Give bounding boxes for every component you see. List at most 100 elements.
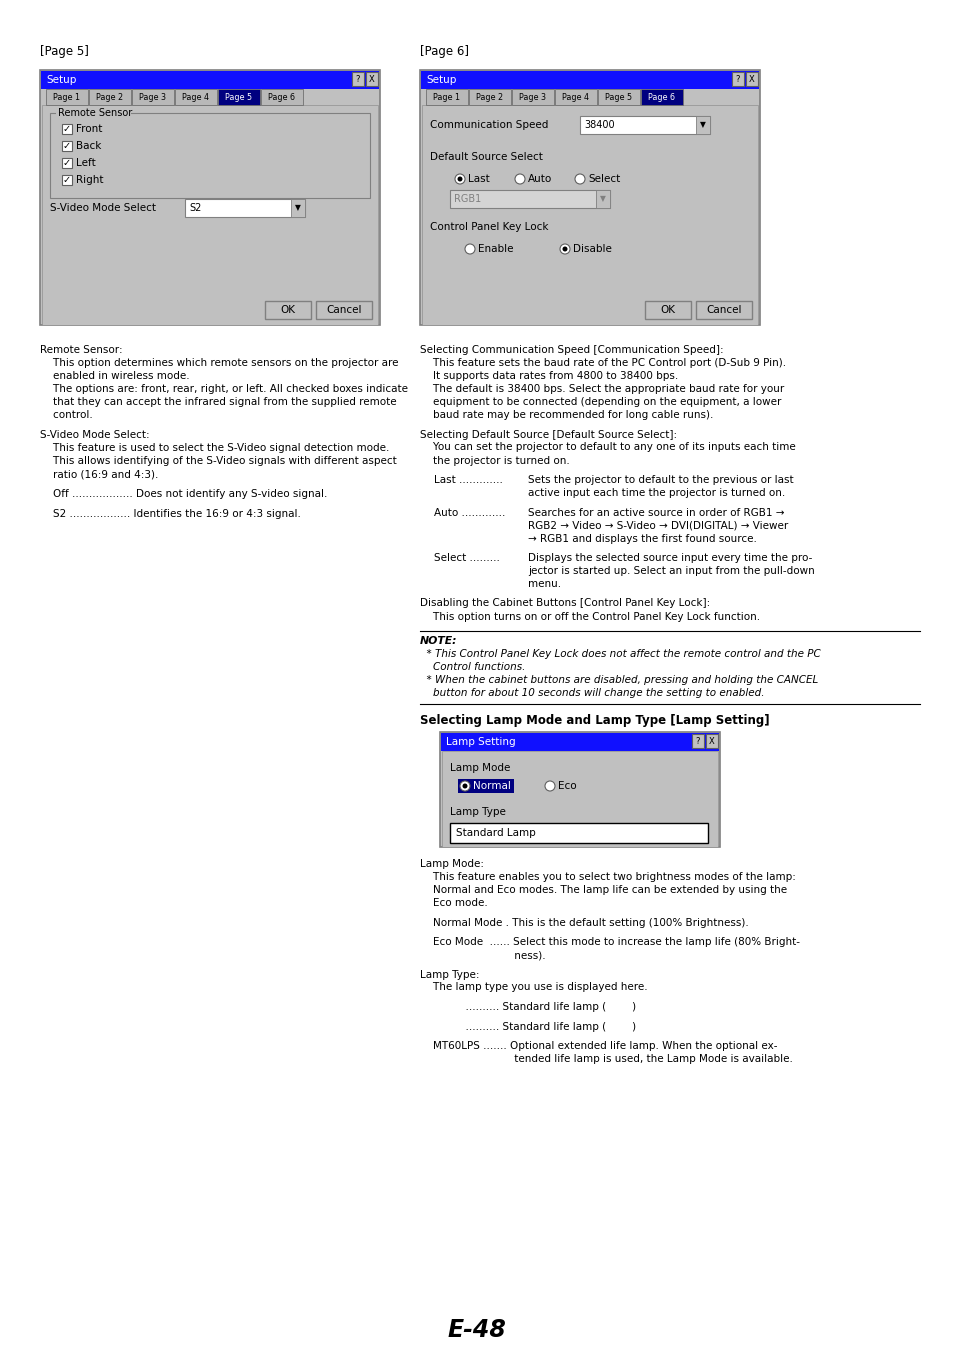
Text: Standard Lamp: Standard Lamp [456, 828, 536, 838]
Circle shape [544, 780, 555, 791]
Text: Remote Sensor:: Remote Sensor: [40, 345, 123, 355]
Text: Back: Back [76, 142, 101, 151]
Text: Left: Left [76, 158, 95, 168]
Text: Page 1: Page 1 [53, 93, 80, 101]
Bar [579, 116, 709, 133]
Text: S2: S2 [189, 204, 201, 213]
Text: ratio (16:9 and 4:3).: ratio (16:9 and 4:3). [40, 469, 158, 479]
Bar [56, 108, 131, 119]
Circle shape [457, 177, 462, 182]
Text: Lamp Mode: Lamp Mode [450, 763, 510, 772]
Text: 38400: 38400 [583, 120, 614, 129]
Text: ness).: ness). [419, 950, 545, 960]
Text: ?: ? [695, 736, 700, 745]
Text: This option turns on or off the Control Panel Key Lock function.: This option turns on or off the Control … [419, 612, 760, 621]
Text: The lamp type you use is displayed here.: The lamp type you use is displayed here. [419, 983, 647, 992]
Text: ▼: ▼ [599, 194, 605, 204]
Text: The options are: front, rear, right, or left. All checked boxes indicate: The options are: front, rear, right, or … [40, 384, 408, 394]
Text: Lamp Mode:: Lamp Mode: [419, 859, 483, 869]
Text: Enable: Enable [477, 244, 513, 253]
Text: S2 .................. Identifies the 16:9 or 4:3 signal.: S2 .................. Identifies the 16:… [40, 510, 300, 519]
Text: menu.: menu. [527, 580, 560, 589]
Text: ▼: ▼ [700, 120, 705, 129]
Text: Page 6: Page 6 [648, 93, 675, 101]
Bar [640, 89, 682, 105]
Text: Communication Speed: Communication Speed [430, 120, 548, 129]
Bar [185, 200, 305, 217]
Text: Control functions.: Control functions. [419, 662, 525, 673]
Text: S-Video Mode Select: S-Video Mode Select [50, 204, 156, 213]
Text: X: X [708, 736, 714, 745]
Text: Eco Mode  ...... Select this mode to increase the lamp life (80% Bright-: Eco Mode ...... Select this mode to incr… [419, 937, 800, 948]
Text: Default Source Select: Default Source Select [430, 152, 542, 162]
Bar [50, 113, 370, 198]
Text: Setup: Setup [426, 75, 456, 85]
Text: .......... Standard life lamp (        ): .......... Standard life lamp ( ) [419, 1002, 636, 1012]
Text: tended life lamp is used, the Lamp Mode is available.: tended life lamp is used, the Lamp Mode … [419, 1054, 792, 1064]
Bar [62, 175, 71, 185]
Text: This feature enables you to select two brightness modes of the lamp:: This feature enables you to select two b… [419, 872, 795, 882]
Text: Normal: Normal [473, 780, 511, 791]
Text: Selecting Lamp Mode and Lamp Type [Lamp Setting]: Selecting Lamp Mode and Lamp Type [Lamp … [419, 714, 769, 727]
Bar [218, 89, 260, 105]
Bar [62, 158, 71, 168]
Text: baud rate may be recommended for long cable runs).: baud rate may be recommended for long ca… [419, 410, 713, 421]
Text: that they can accept the infrared signal from the supplied remote: that they can accept the infrared signal… [40, 398, 396, 407]
Text: This feature sets the baud rate of the PC Control port (D-Sub 9 Pin).: This feature sets the baud rate of the P… [419, 359, 785, 368]
Bar [352, 71, 364, 86]
Text: Page 4: Page 4 [182, 93, 210, 101]
Bar [366, 71, 377, 86]
Circle shape [575, 174, 584, 183]
Bar [745, 71, 758, 86]
Text: the projector is turned on.: the projector is turned on. [419, 456, 569, 465]
Text: It supports data rates from 4800 to 38400 bps.: It supports data rates from 4800 to 3840… [419, 371, 678, 381]
Text: button for about 10 seconds will change the setting to enabled.: button for about 10 seconds will change … [419, 687, 763, 698]
Text: You can set the projector to default to any one of its inputs each time: You can set the projector to default to … [419, 442, 795, 453]
Bar [696, 116, 709, 133]
Text: [Page 5]: [Page 5] [40, 44, 89, 58]
Text: S-Video Mode Select:: S-Video Mode Select: [40, 430, 150, 441]
Text: NOTE:: NOTE: [419, 636, 457, 646]
Bar [469, 89, 511, 105]
Text: Lamp Type: Lamp Type [450, 807, 505, 817]
Text: Normal Mode . This is the default setting (100% Brightness).: Normal Mode . This is the default settin… [419, 918, 748, 927]
Text: Searches for an active source in order of RGB1 →: Searches for an active source in order o… [527, 507, 783, 518]
Text: .......... Standard life lamp (        ): .......... Standard life lamp ( ) [419, 1022, 636, 1031]
Text: enabled in wireless mode.: enabled in wireless mode. [40, 371, 190, 381]
Bar [261, 89, 303, 105]
Bar [419, 70, 760, 325]
Bar [62, 124, 71, 133]
Bar [450, 824, 707, 842]
Text: Page 3: Page 3 [139, 93, 167, 101]
Text: Front: Front [76, 124, 102, 133]
Bar [555, 89, 597, 105]
Circle shape [459, 780, 470, 791]
Bar [46, 89, 88, 105]
Text: Page 4: Page 4 [562, 93, 589, 101]
Circle shape [515, 174, 524, 183]
Text: active input each time the projector is turned on.: active input each time the projector is … [527, 488, 784, 497]
Text: Page 6: Page 6 [268, 93, 295, 101]
Text: Lamp Setting: Lamp Setting [446, 737, 515, 747]
Bar [696, 301, 751, 319]
Text: Page 5: Page 5 [225, 93, 253, 101]
Text: This feature is used to select the S-Video signal detection mode.: This feature is used to select the S-Vid… [40, 443, 389, 453]
Bar [62, 142, 71, 151]
Text: [Page 6]: [Page 6] [419, 44, 469, 58]
Text: Cancel: Cancel [326, 305, 361, 315]
Text: This allows identifying of the S-Video signals with different aspect: This allows identifying of the S-Video s… [40, 456, 396, 466]
Bar [40, 70, 379, 325]
Text: Disable: Disable [573, 244, 611, 253]
Text: Lamp Type:: Lamp Type: [419, 969, 479, 980]
Text: → RGB1 and displays the first found source.: → RGB1 and displays the first found sour… [527, 534, 756, 543]
Bar [440, 733, 719, 751]
Circle shape [455, 174, 464, 183]
Circle shape [559, 244, 569, 253]
Text: * This Control Panel Key Lock does not affect the remote control and the PC: * This Control Panel Key Lock does not a… [419, 648, 820, 659]
Text: ✓: ✓ [63, 175, 71, 185]
Text: Right: Right [76, 175, 103, 185]
Text: Sets the projector to default to the previous or last: Sets the projector to default to the pre… [527, 474, 793, 485]
Text: Setup: Setup [46, 75, 76, 85]
Bar [421, 105, 758, 325]
Bar [265, 301, 311, 319]
